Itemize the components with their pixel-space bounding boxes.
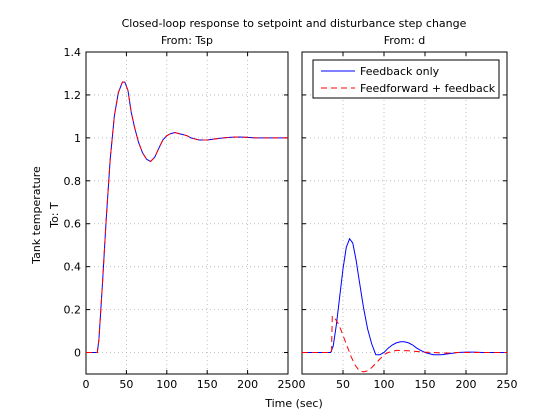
x-tick-label: 200	[456, 378, 477, 391]
legend-box	[312, 59, 500, 99]
output-label: To: T	[48, 202, 61, 229]
x-axis-label: Time (sec)	[264, 397, 323, 410]
plot-area	[301, 51, 508, 375]
x-tick-label: 250	[497, 378, 518, 391]
panel-from-tsp: 0 50 100 150 200 250 0 0.2 0.4 0.6 0.8 1 1.2 1.4 From:…	[64, 34, 299, 391]
y-tick-label: 0.6	[64, 218, 82, 231]
y-tick-label: 0	[74, 347, 81, 360]
y-tick-label: 1.2	[64, 89, 82, 102]
y-tick-label: 0.8	[64, 175, 82, 188]
x-tick-label: 100	[156, 378, 177, 391]
y-tick-label: 0.4	[64, 261, 82, 274]
x-tick-label: 50	[336, 378, 350, 391]
panel-subtitle: From: Tsp	[161, 34, 213, 47]
y-axis-label: Tank temperature	[30, 166, 43, 265]
y-tick-label: 1.4	[64, 46, 82, 59]
y-tick-label: 0.2	[64, 304, 82, 317]
x-tick-label: 150	[415, 378, 436, 391]
legend-label: Feedforward + feedback	[360, 82, 496, 95]
x-tick-label: 0	[299, 378, 306, 391]
x-tick-label: 50	[119, 378, 133, 391]
x-tick-label: 100	[374, 378, 395, 391]
x-tick-label: 0	[83, 378, 90, 391]
x-tick-label: 150	[197, 378, 218, 391]
series-line-feedforward-feedback	[86, 81, 288, 353]
figure-title: Closed-loop response to setpoint and dis…	[122, 17, 467, 30]
legend-label: Feedback only	[360, 65, 440, 78]
panel-from-d: 0 50 100 150 200 250 From: d Feedback only Feedf…	[299, 34, 518, 391]
x-tick-label: 200	[237, 378, 258, 391]
plot-area	[85, 51, 289, 375]
x-tick-label: 250	[278, 378, 299, 391]
y-tick-label: 1	[74, 132, 81, 145]
panel-subtitle: From: d	[384, 34, 425, 47]
